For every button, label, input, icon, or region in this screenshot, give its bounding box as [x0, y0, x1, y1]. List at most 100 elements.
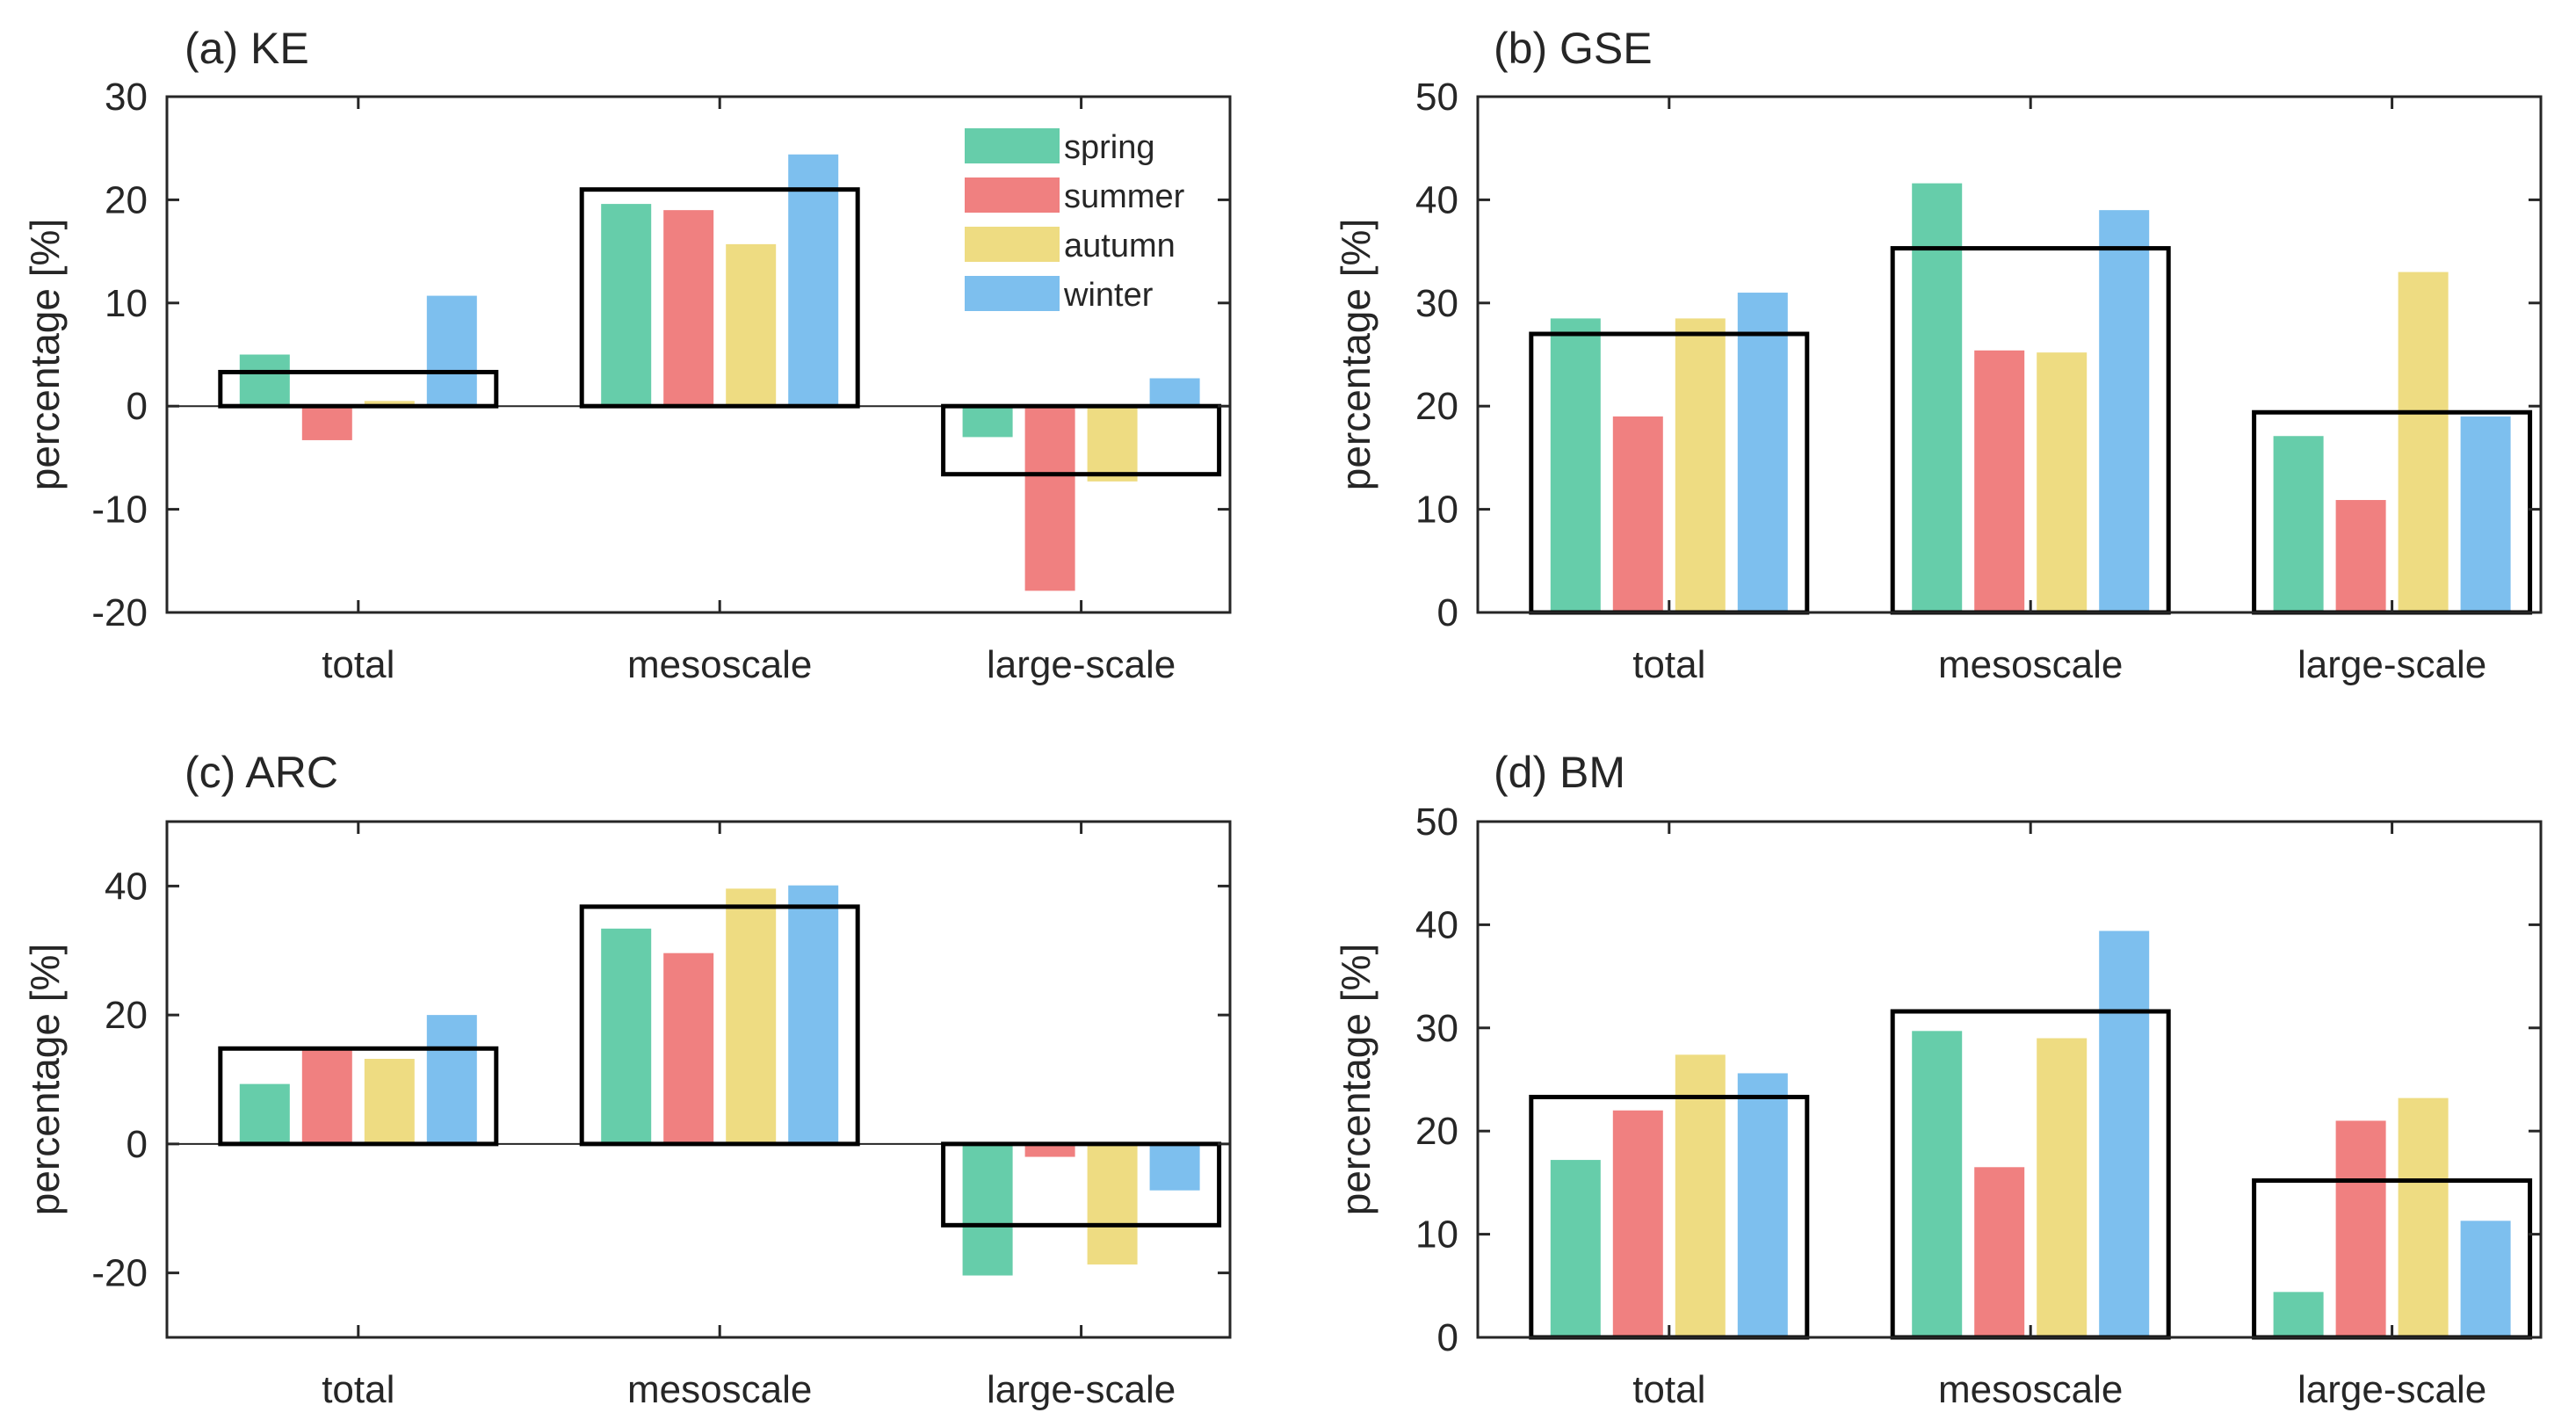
bar-summer-mesoscale: [663, 953, 714, 1144]
bar-summer-large-scale: [2335, 1120, 2386, 1337]
y-tick-label: -20: [91, 1252, 148, 1295]
x-tick-label-large-scale: large-scale: [987, 643, 1176, 686]
x-tick-label-large-scale: large-scale: [2297, 1368, 2486, 1411]
x-tick-label-total: total: [322, 643, 394, 686]
axes-frame: [1476, 95, 2543, 614]
bar-winter-total: [426, 295, 477, 407]
y-tick-label: 20: [105, 994, 148, 1037]
legend-swatch-winter: [965, 276, 1060, 311]
bar-summer-total: [301, 406, 352, 440]
axes-frame: [1476, 820, 2543, 1339]
x-tick-label-mesoscale: mesoscale: [1938, 1368, 2123, 1411]
bar-summer-total: [1612, 416, 1663, 612]
chart-panel-2: (b) GSE percentage [%] 0 10 20 30 40 50 total mes…: [1333, 24, 2543, 686]
y-axis-label: percentage [%]: [22, 219, 68, 490]
bar-spring-total: [1550, 1160, 1601, 1337]
y-tick-label: 20: [105, 178, 148, 221]
bar-spring-large-scale: [2273, 1292, 2324, 1337]
bar-winter-total: [1737, 293, 1788, 612]
y-tick-label: 20: [1415, 1110, 1458, 1153]
legend-swatch-summer: [965, 177, 1060, 213]
y-tick-label: 40: [1415, 178, 1458, 221]
bar-summer-large-scale: [1024, 1143, 1075, 1157]
bar-summer-large-scale: [1024, 406, 1075, 591]
bar-autumn-total: [1675, 1054, 1726, 1337]
legend-swatch-autumn: [965, 227, 1060, 262]
bar-spring-large-scale: [962, 1143, 1013, 1276]
chart-title: (c) ARC: [185, 748, 338, 797]
y-tick-label: -10: [91, 489, 148, 532]
y-tick-label: 10: [1415, 489, 1458, 532]
bar-summer-mesoscale: [663, 210, 714, 407]
bar-winter-mesoscale: [788, 154, 839, 407]
annual-box-large-scale: [941, 1141, 1222, 1228]
annual-box-total: [218, 369, 499, 409]
y-tick-label: 30: [105, 76, 148, 119]
chart-title: (d) BM: [1494, 748, 1625, 797]
y-tick-label: 0: [1437, 591, 1458, 634]
legend-label-autumn: autumn: [1064, 228, 1176, 264]
bar-autumn-total: [364, 401, 415, 407]
bar-summer-mesoscale: [1974, 1167, 2025, 1337]
bar-autumn-total: [1675, 318, 1726, 612]
y-tick-label: 10: [105, 282, 148, 325]
bar-winter-mesoscale: [788, 885, 839, 1144]
bar-spring-large-scale: [962, 406, 1013, 438]
bar-spring-mesoscale: [1912, 1031, 1963, 1337]
annual-box-mesoscale: [579, 904, 860, 1147]
y-tick-label: 20: [1415, 385, 1458, 428]
y-tick-label: 30: [1415, 282, 1458, 325]
annual-box-total: [218, 1046, 499, 1147]
y-tick-label: 50: [1415, 800, 1458, 844]
legend-label-winter: winter: [1063, 277, 1154, 314]
bar-winter-total: [1737, 1073, 1788, 1337]
bar-winter-large-scale: [2460, 416, 2511, 612]
axes-frame: [165, 820, 1232, 1339]
legend: spring summer autumn winter: [965, 128, 1185, 314]
x-tick-label-mesoscale: mesoscale: [627, 1368, 812, 1411]
bar-autumn-mesoscale: [726, 888, 777, 1144]
bar-spring-total: [239, 354, 290, 407]
y-tick-label: -20: [91, 591, 148, 634]
bar-spring-mesoscale: [1912, 183, 1963, 612]
bar-summer-total: [301, 1047, 352, 1144]
y-tick-label: 30: [1415, 1007, 1458, 1050]
chart-panel-4: (d) BM percentage [%] 0 10 20 30 40 50 total meso…: [1333, 748, 2543, 1411]
x-tick-label-total: total: [1632, 1368, 1705, 1411]
annual-box-mesoscale: [579, 187, 860, 409]
axes-frame: [165, 95, 1232, 614]
bar-winter-mesoscale: [2099, 210, 2150, 612]
y-tick-label: 40: [105, 865, 148, 908]
bar-winter-large-scale: [1149, 1143, 1200, 1191]
bar-autumn-large-scale: [2398, 1097, 2449, 1337]
x-tick-label-total: total: [322, 1368, 394, 1411]
bar-summer-mesoscale: [1974, 350, 2025, 612]
y-tick-label: 0: [1437, 1316, 1458, 1359]
x-tick-label-large-scale: large-scale: [2297, 643, 2486, 686]
x-tick-label-mesoscale: mesoscale: [1938, 643, 2123, 686]
bar-winter-large-scale: [2460, 1221, 2511, 1337]
y-tick-label: 50: [1415, 76, 1458, 119]
y-tick-label: 10: [1415, 1213, 1458, 1257]
legend-label-spring: spring: [1064, 129, 1155, 166]
x-tick-label-total: total: [1632, 643, 1705, 686]
annual-box-large-scale: [941, 403, 1222, 477]
x-tick-label-large-scale: large-scale: [987, 1368, 1176, 1411]
bar-autumn-mesoscale: [2037, 352, 2088, 612]
bar-spring-total: [239, 1083, 290, 1144]
x-tick-label-mesoscale: mesoscale: [627, 643, 812, 686]
legend-swatch-spring: [965, 128, 1060, 163]
bar-autumn-large-scale: [1087, 1143, 1138, 1265]
y-tick-label: 40: [1415, 903, 1458, 946]
bar-spring-mesoscale: [601, 928, 652, 1144]
y-axis-label: percentage [%]: [1333, 944, 1378, 1215]
bar-winter-mesoscale: [2099, 931, 2150, 1337]
bar-autumn-total: [364, 1059, 415, 1144]
bar-spring-total: [1550, 318, 1601, 612]
bar-winter-total: [426, 1015, 477, 1144]
y-tick-label: 0: [127, 385, 148, 428]
bar-summer-large-scale: [2335, 500, 2386, 612]
bar-autumn-mesoscale: [726, 243, 777, 407]
legend-label-summer: summer: [1064, 178, 1185, 215]
